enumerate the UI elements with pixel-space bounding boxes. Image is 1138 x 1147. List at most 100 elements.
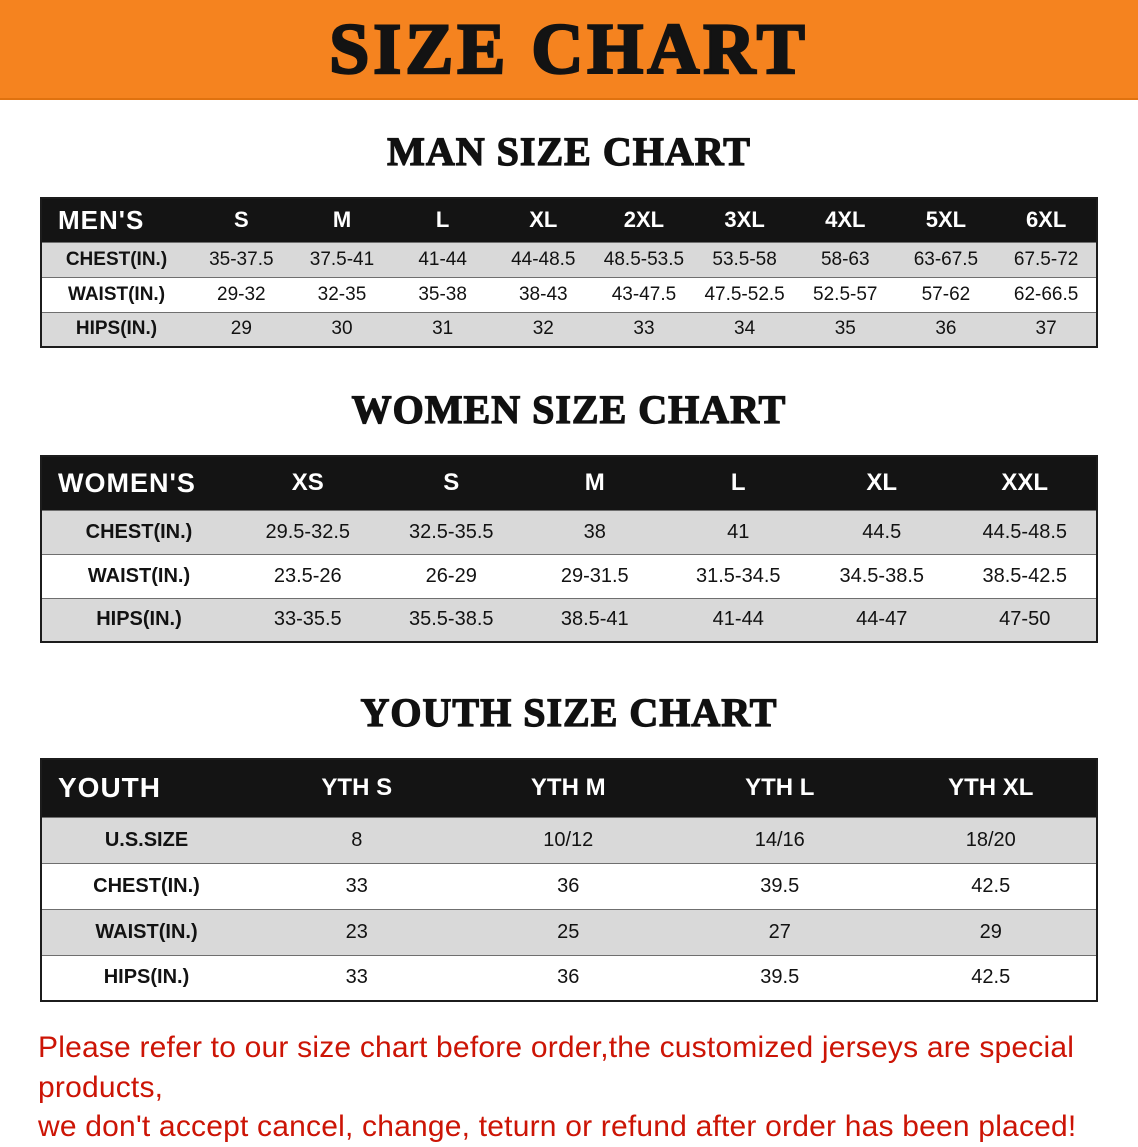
value-cell: 30 [331,318,353,340]
value-cell: 33 [345,874,368,897]
table-header-row: MEN'S S M L XL 2XL 3XL 4XL 5XL 6XL [41,198,1097,242]
value-cell: 36 [557,966,580,989]
size-header-cell: 4XL [794,198,896,242]
size-header-cell: YTH XL [885,759,1097,817]
value-cell: 25 [557,920,580,943]
value-cell: 47-50 [999,608,1051,631]
value-cell: 44.5-48.5 [982,520,1067,543]
table-title-cell: MEN'S [41,198,191,242]
value-cell: 29-32 [217,283,266,305]
value-cell: 10/12 [543,828,594,851]
value-cell: 29 [230,318,252,340]
row-label-cell: CHEST(IN.) [85,520,193,543]
value-cell: 53.5-58 [712,248,777,270]
section-men: MAN SIZE CHART MEN'S S M L XL 2XL 3XL 4XL 5XL 6XL… [0,128,1138,348]
value-cell: 37 [1035,318,1057,340]
size-header-cell: S [379,456,523,510]
value-cell: 32 [532,318,554,340]
value-cell: 43-47.5 [611,283,677,305]
footer-note-line-1: Please refer to our size chart before or… [38,1031,1075,1104]
value-cell: 31 [432,318,454,340]
row-label-cell: CHEST(IN.) [93,874,200,897]
value-cell: 42.5 [971,966,1011,989]
women-size-table: WOMEN'S XS S M L XL XXL CHEST(IN.) 29.5-32.5 32.5… [40,455,1098,643]
value-cell: 33 [345,966,368,989]
table-row: HIPS(IN.) 33-35.5 35.5-38.5 38.5-41 41-44 44-… [41,598,1097,642]
value-cell: 36 [935,318,957,340]
value-cell: 41 [727,520,750,543]
value-cell: 29 [979,920,1002,943]
table-row: CHEST(IN.) 33 36 39.5 42.5 [41,863,1097,909]
row-label-cell: WAIST(IN.) [95,920,198,943]
table-title-cell: WOMEN'S [41,456,236,510]
banner: SIZE CHART [0,0,1138,100]
size-header-cell: XS [236,456,380,510]
page-title: SIZE CHART [328,9,809,89]
value-cell: 35-38 [418,283,467,305]
size-header-cell: XL [492,198,594,242]
value-cell: 31.5-34.5 [695,564,781,587]
value-cell: 36 [557,874,580,897]
value-cell: 67.5-72 [1013,248,1079,270]
value-cell: 47.5-52.5 [704,283,785,305]
table-title-cell: YOUTH [41,759,251,817]
size-header-cell: M [291,198,393,242]
row-label-cell: U.S.SIZE [104,828,189,851]
youth-size-table: YOUTH YTH S YTH M YTH L YTH XL U.S.SIZE 8 10/12… [40,758,1098,1002]
table-row: WAIST(IN.) 29-32 32-35 35-38 38-43 43-47.5 47.… [41,277,1097,312]
value-cell: 58-63 [820,248,870,270]
table-row: CHEST(IN.) 35-37.5 37.5-41 41-44 44-48.5 48.5… [41,242,1097,277]
table-row: U.S.SIZE 8 10/12 14/16 18/20 [41,817,1097,863]
section-youth: YOUTH SIZE CHART YOUTH YTH S YTH M YTH L YTH… [0,689,1138,1002]
value-cell: 62-66.5 [1013,283,1079,305]
value-cell: 27 [768,920,791,943]
table-row: HIPS(IN.) 29 30 31 32 33 34 35 36 37 [41,312,1097,347]
size-header-cell: 2XL [593,198,695,242]
value-cell: 44.5 [862,520,902,543]
size-header-cell: YTH M [462,759,674,817]
value-cell: 52.5-57 [813,283,878,305]
value-cell: 48.5-53.5 [603,248,685,270]
value-cell: 23.5-26 [273,564,342,587]
row-label-cell: WAIST(IN.) [87,564,191,587]
value-cell: 57-62 [921,283,971,305]
value-cell: 39.5 [760,874,800,897]
women-section-heading: WOMEN SIZE CHART [351,386,787,432]
size-header-cell: XL [810,456,954,510]
table-row: CHEST(IN.) 29.5-32.5 32.5-35.5 38 41 44.5 44.5… [41,510,1097,554]
value-cell: 18/20 [965,828,1016,851]
section-women: WOMEN SIZE CHART WOMEN'S XS S M L XL XXL CHEST(… [0,386,1138,643]
size-header-cell: L [392,198,493,242]
value-cell: 32-35 [317,283,367,305]
footer-note-line-2: we don't accept cancel, change, teturn o… [38,1110,1077,1144]
value-cell: 41-44 [712,608,764,631]
value-cell: 39.5 [760,966,800,989]
value-cell: 8 [351,828,363,851]
youth-section-heading: YOUTH SIZE CHART [360,689,778,735]
value-cell: 34 [734,318,756,340]
footer-note: Please refer to our size chart before or… [38,1028,1100,1147]
men-section-heading: MAN SIZE CHART [386,128,751,174]
row-label-cell: CHEST(IN.) [65,248,168,270]
value-cell: 14/16 [754,828,805,851]
size-header-cell: S [191,198,292,242]
row-label-cell: HIPS(IN.) [103,966,190,989]
size-header-cell: 6XL [996,198,1097,242]
table-header-row: YOUTH YTH S YTH M YTH L YTH XL [41,759,1097,817]
value-cell: 33-35.5 [273,608,342,631]
value-cell: 42.5 [971,874,1011,897]
size-header-cell: M [523,456,667,510]
table-row: WAIST(IN.) 23 25 27 29 [41,909,1097,955]
size-header-cell: 3XL [694,198,795,242]
value-cell: 34.5-38.5 [839,564,924,587]
table-row: HIPS(IN.) 33 36 39.5 42.5 [41,955,1097,1001]
value-cell: 26-29 [425,564,477,587]
row-label-cell: HIPS(IN.) [96,608,182,631]
value-cell: 37.5-41 [309,248,375,270]
value-cell: 41-44 [418,248,467,270]
value-cell: 23 [345,920,368,943]
value-cell: 29.5-32.5 [265,520,350,543]
row-label-cell: WAIST(IN.) [67,283,166,305]
size-header-cell: YTH L [674,759,886,817]
size-header-cell: 5XL [895,198,997,242]
